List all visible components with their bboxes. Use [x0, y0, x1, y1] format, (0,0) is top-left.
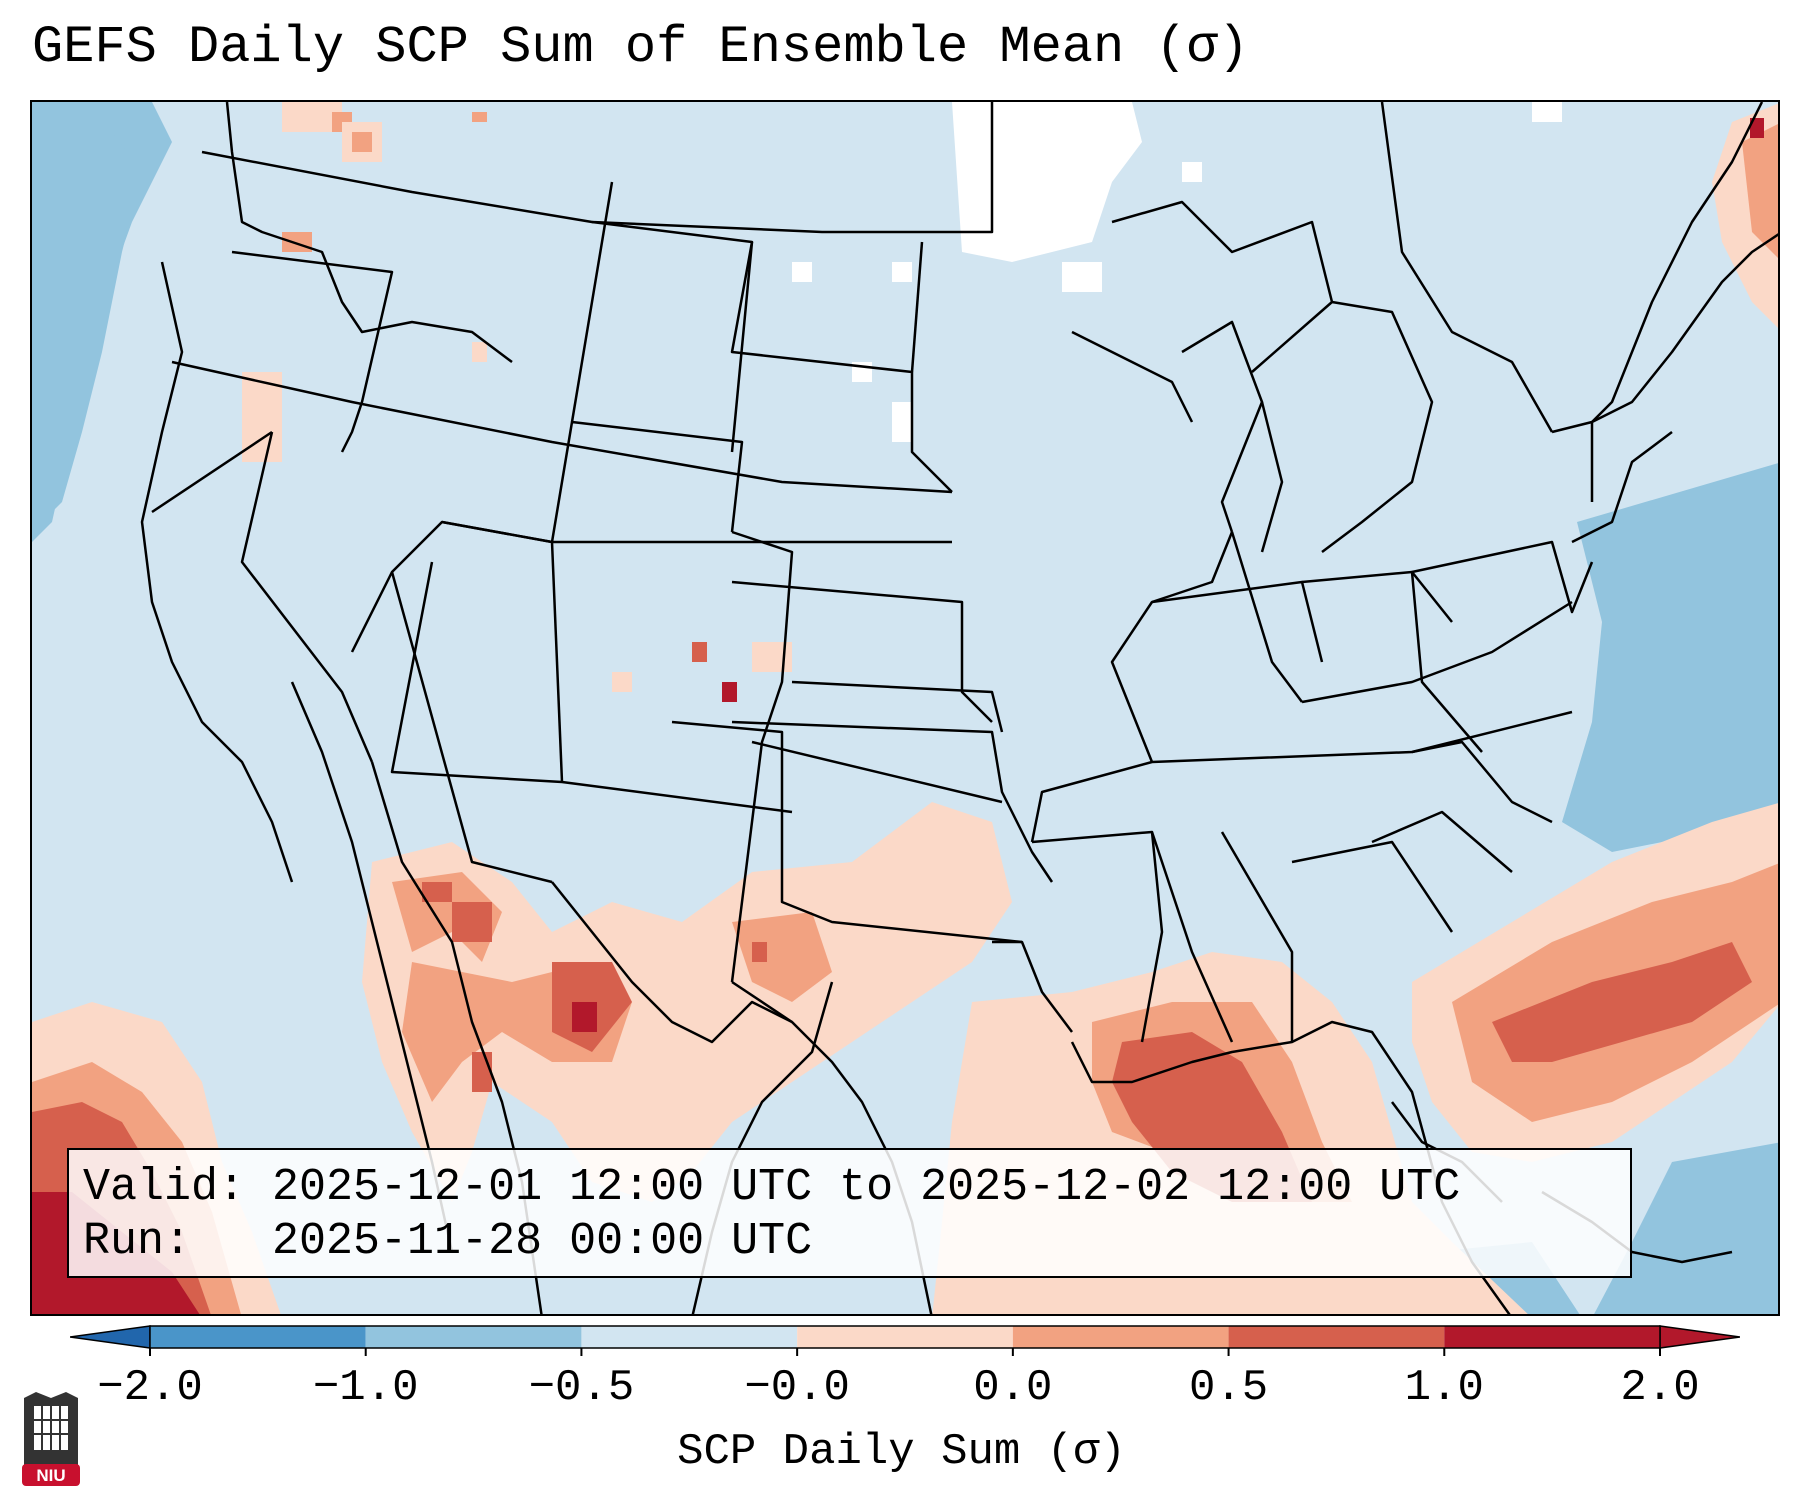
page-title: GEFS Daily SCP Sum of Ensemble Mean (σ): [32, 18, 1249, 77]
map-panel: [30, 100, 1780, 1316]
colorbar-label: SCP Daily Sum (σ): [677, 1427, 1126, 1477]
colorbar-tick-label: 1.0: [1404, 1363, 1484, 1413]
colorbar-segment: [1444, 1326, 1660, 1348]
colorbar-frame: [149, 1325, 1661, 1349]
southwest-high-values: [362, 642, 1012, 1202]
niu-logo: NIU: [22, 1392, 80, 1486]
colorbar-segment: [150, 1326, 366, 1348]
colorbar-tick-label: −0.0: [744, 1363, 850, 1413]
colorbar-segment: [1228, 1326, 1445, 1348]
colorbar-extend-low: [70, 1325, 151, 1349]
colorbar-segment: [365, 1326, 582, 1348]
valid-time-text: Valid: 2025-12-01 12:00 UTC to 2025-12-0…: [83, 1162, 1461, 1213]
colorbar: [70, 1325, 1740, 1356]
colorbar-tick-label: −1.0: [312, 1363, 419, 1413]
colorbar-tick-label: −2.0: [97, 1363, 203, 1413]
valid-run-info-box: Valid: 2025-12-01 12:00 UTC to 2025-12-0…: [67, 1148, 1632, 1278]
northwest-high-values: [242, 102, 487, 462]
logo-text: NIU: [36, 1466, 65, 1485]
colorbar-segment: [1012, 1326, 1229, 1348]
colorbar-tick-label: 0.0: [973, 1363, 1053, 1413]
colorbar-segment: [581, 1326, 798, 1348]
colorbar-tick-label: 2.0: [1620, 1363, 1700, 1413]
run-time-text: Run: 2025-11-28 00:00 UTC: [83, 1216, 813, 1267]
colorbar-extend-high: [1659, 1325, 1740, 1349]
colorbar-tick-label: 0.5: [1188, 1363, 1269, 1413]
colorbar-tick-label: −0.5: [528, 1363, 635, 1413]
scp-field-map: [32, 102, 1778, 1314]
logo-badge: [22, 1464, 80, 1486]
political-boundaries: [140, 102, 1778, 1314]
colorbar-segment: [797, 1326, 1013, 1348]
